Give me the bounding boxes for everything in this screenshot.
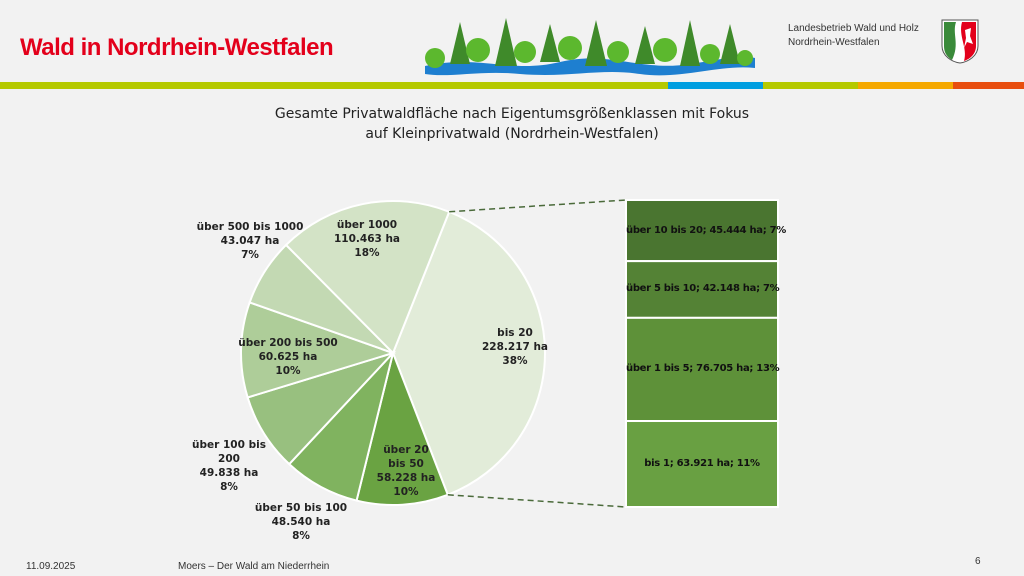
stripe-segment bbox=[763, 82, 858, 89]
nrw-coat-of-arms-logo bbox=[941, 19, 979, 64]
organization-name: Landesbetrieb Wald und Holz Nordrhein-We… bbox=[788, 22, 919, 50]
bar-segment-label: bis 1; 63.921 ha; 11% bbox=[644, 458, 760, 469]
pie-slice bbox=[391, 210, 546, 497]
chart-title-line-1: Gesamte Privatwaldfläche nach Eigentumsg… bbox=[274, 106, 750, 122]
pie-slice bbox=[240, 301, 397, 399]
bar-segment-label: über 5 bis 10; 42.148 ha; 7% bbox=[626, 283, 780, 295]
pie-label-ueber-500-bis-1000: über 500 bis 1000 43.047 ha 7% bbox=[196, 221, 304, 261]
connector-line bbox=[447, 494, 627, 508]
chart-title: Gesamte Privatwaldfläche nach Eigentumsg… bbox=[0, 104, 1024, 144]
footer-event: Moers – Der Wald am Niederrhein bbox=[178, 561, 330, 572]
pie-label-ueber-50-bis-100: über 50 bis 100 48.540 ha 8% bbox=[254, 502, 348, 542]
page-number: 6 bbox=[975, 556, 981, 567]
bar-segment bbox=[625, 316, 779, 423]
bar-segment-label: über 10 bis 20; 45.444 ha; 7% bbox=[626, 224, 786, 236]
bar-segment bbox=[625, 420, 779, 508]
pie-label-ueber-1000: über 1000 110.463 ha 18% bbox=[333, 219, 401, 259]
stripe-segment bbox=[858, 82, 953, 89]
pie-label-ueber-200-bis-500: über 200 bis 500 60.625 ha 10% bbox=[238, 337, 338, 377]
footer-date: 11.09.2025 bbox=[26, 561, 76, 572]
pie-label-ueber-100-bis-200: über 100 bis 200 49.838 ha 8% bbox=[192, 439, 266, 493]
connector-line bbox=[449, 199, 627, 213]
forest-river-illustration bbox=[425, 18, 755, 76]
stripe-segment bbox=[668, 82, 763, 89]
page-title: Wald in Nordrhein-Westfalen bbox=[20, 34, 334, 61]
pie-slice bbox=[284, 200, 451, 355]
bar-segment-label: über 1 bis 5; 76.705 ha; 13% bbox=[626, 363, 780, 375]
chart-title-line-2: auf Kleinprivatwald (Nordrhein-Westfalen… bbox=[365, 126, 659, 142]
org-line-1: Landesbetrieb Wald und Holz bbox=[788, 23, 919, 34]
org-line-2: Nordrhein-Westfalen bbox=[788, 37, 880, 48]
stripe-segment bbox=[953, 82, 1024, 89]
pie-label-bis-20: bis 20 228.217 ha 38% bbox=[481, 327, 549, 367]
pie-slice bbox=[355, 349, 450, 506]
stripe-segment bbox=[0, 82, 668, 89]
bar-segment bbox=[625, 199, 779, 263]
pie-label-ueber-20-bis-50: über 20 bis 50 58.228 ha 10% bbox=[376, 444, 436, 498]
